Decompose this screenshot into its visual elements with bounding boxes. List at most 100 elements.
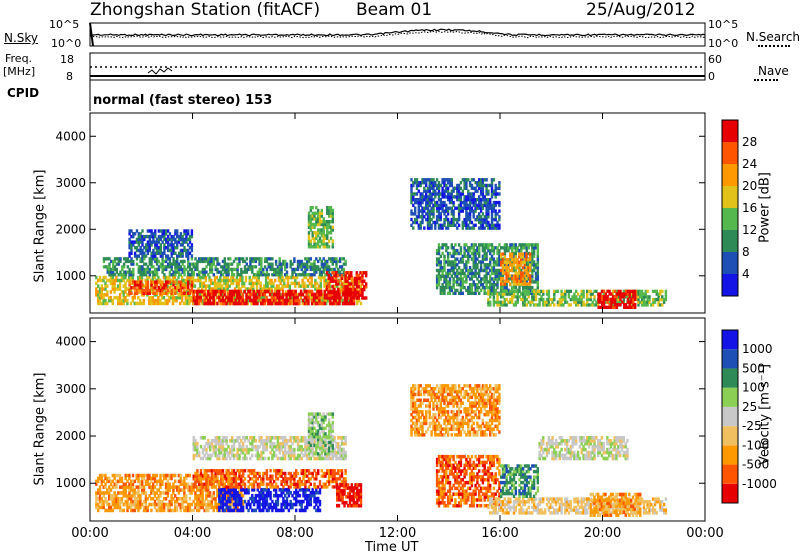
power-cell	[460, 187, 462, 190]
power-cell	[462, 292, 464, 295]
power-cell	[344, 260, 346, 263]
power-cell	[489, 260, 491, 263]
power-cell	[445, 243, 447, 246]
power-cell	[458, 224, 460, 227]
power-cell	[661, 290, 663, 293]
power-cell	[548, 290, 550, 293]
velocity-cell	[112, 509, 114, 513]
velocity-cell	[132, 474, 134, 478]
power-cell	[116, 268, 118, 271]
power-colorbar-tick-label: 8	[742, 245, 750, 259]
velocity-cell	[185, 494, 187, 498]
power-cell	[478, 292, 480, 295]
power-cell	[224, 257, 226, 260]
power-cell	[365, 282, 368, 285]
power-cell	[491, 243, 493, 246]
power-cell	[337, 288, 340, 291]
power-cell	[183, 292, 185, 295]
power-cell	[452, 201, 454, 204]
power-cell	[187, 229, 189, 232]
power-cell	[465, 280, 467, 283]
velocity-cell	[180, 509, 182, 513]
power-cell	[167, 254, 169, 257]
power-cell	[487, 190, 489, 193]
power-cell	[498, 209, 500, 212]
power-cell	[339, 296, 342, 299]
power-cell	[476, 190, 478, 193]
power-colorbar-segment	[722, 252, 738, 274]
velocity-cell	[213, 491, 215, 495]
power-cell	[498, 215, 500, 218]
power-cell	[447, 246, 449, 249]
power-cell	[498, 243, 500, 246]
power-cell	[224, 290, 226, 294]
power-cell	[187, 280, 189, 283]
power-cell	[460, 195, 462, 198]
power-cell	[478, 246, 480, 249]
power-cell	[570, 290, 572, 293]
power-cell	[154, 229, 156, 232]
power-cell	[496, 286, 498, 289]
velocity-cell	[174, 480, 176, 484]
power-cell	[498, 192, 500, 195]
power-ytick-label: 3000	[55, 176, 86, 190]
power-cell	[286, 271, 288, 274]
power-cell	[169, 280, 171, 283]
power-cell	[487, 290, 489, 293]
power-cell	[542, 290, 544, 293]
power-colorbar-segment	[722, 142, 738, 164]
power-cell	[537, 246, 539, 249]
power-cell	[487, 215, 489, 218]
power-cell	[174, 280, 176, 283]
power-cell	[350, 271, 353, 274]
power-cell	[485, 252, 487, 255]
power-cell	[310, 257, 312, 260]
power-colorbar-segment	[722, 164, 738, 186]
power-cell	[522, 253, 524, 256]
velocity-cell	[147, 509, 149, 513]
power-cell	[525, 253, 527, 256]
power-cell	[295, 290, 297, 294]
power-cell	[447, 218, 449, 221]
power-cell	[233, 273, 235, 276]
velocity-cell	[134, 509, 136, 513]
power-cell	[298, 299, 300, 303]
power-colorbar-segment	[722, 186, 738, 208]
power-cell	[421, 201, 423, 204]
power-cell	[271, 257, 273, 260]
power-cell	[432, 215, 434, 218]
power-cell	[518, 286, 520, 289]
power-cell	[515, 252, 517, 255]
power-cell	[458, 243, 460, 246]
power-cell	[467, 178, 469, 181]
power-cell	[312, 206, 314, 209]
power-colorbar-segment	[722, 274, 738, 296]
power-cell	[141, 229, 143, 232]
power-colorbar-tick-label: 24	[742, 157, 757, 171]
power-cell	[171, 289, 173, 292]
power-cell	[268, 273, 270, 276]
power-cell	[537, 243, 539, 246]
power-cell	[495, 195, 497, 198]
power-cell	[528, 246, 530, 249]
power-cell	[279, 257, 281, 260]
power-cell	[337, 274, 340, 277]
velocity-cell	[174, 474, 176, 478]
power-cell	[259, 282, 261, 286]
power-cell	[337, 280, 340, 283]
power-cell	[147, 280, 149, 283]
power-cell	[509, 282, 511, 285]
power-cell	[332, 226, 334, 229]
power-cell	[320, 290, 322, 294]
power-cell	[465, 243, 467, 246]
power-cell	[537, 252, 539, 255]
power-cell	[491, 181, 493, 184]
power-cell	[537, 266, 539, 269]
power-cell	[436, 178, 438, 181]
power-ytick-label: 1000	[55, 269, 86, 283]
nsky-trace	[90, 29, 705, 35]
power-cell	[509, 290, 511, 293]
power-cell	[438, 280, 440, 283]
power-cell	[443, 266, 445, 269]
